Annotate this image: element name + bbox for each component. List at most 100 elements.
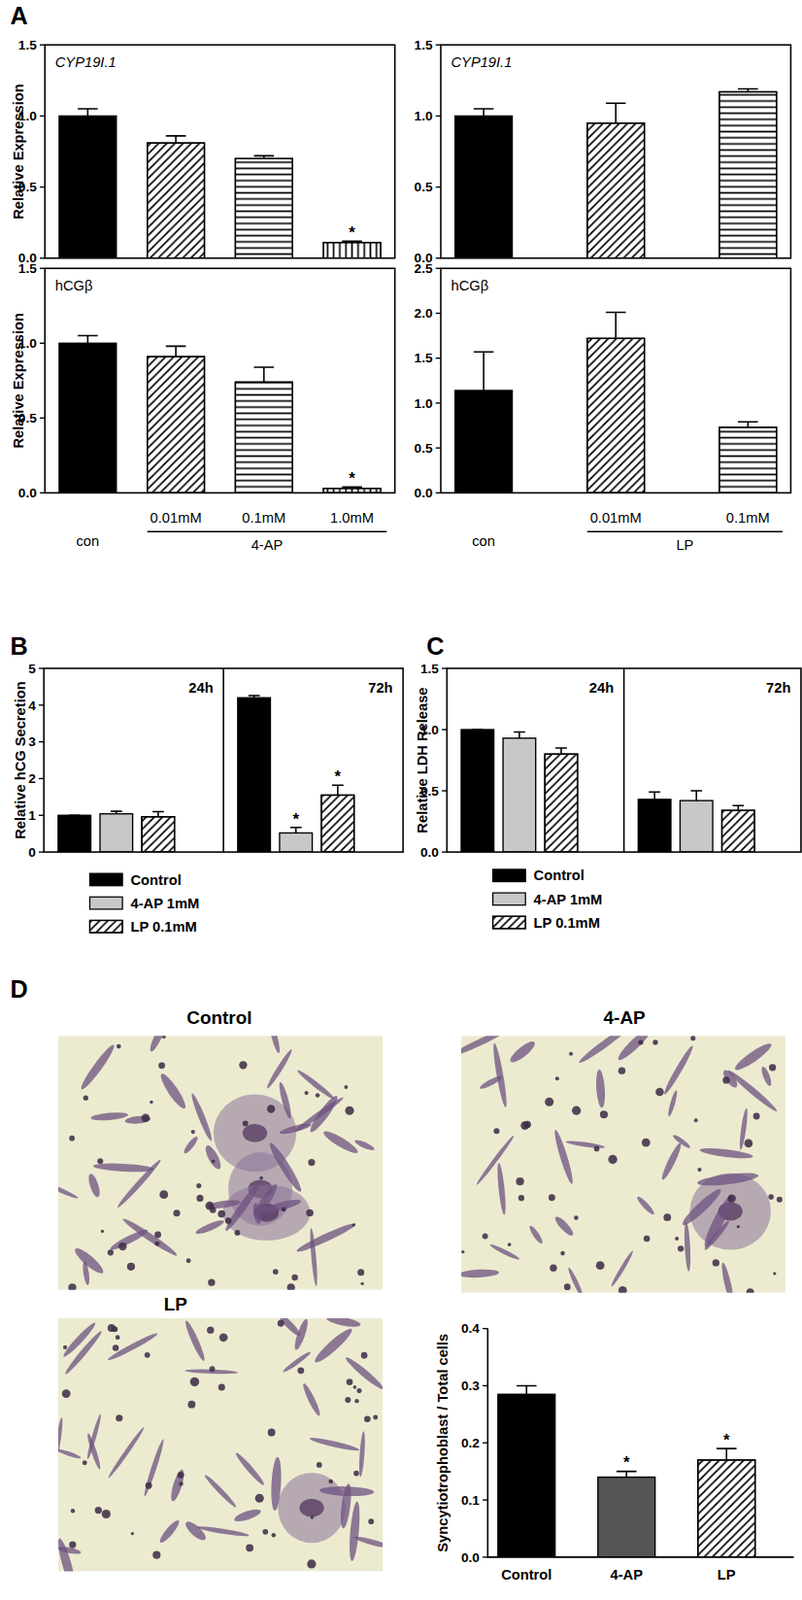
nucleus: [211, 1159, 216, 1164]
legend-label: LP 0.1mM: [534, 914, 601, 931]
cell: [115, 1157, 164, 1209]
y-tick: [38, 667, 44, 669]
cell: [659, 1140, 684, 1181]
y-tick: [39, 267, 45, 269]
nucleus: [746, 1287, 755, 1293]
bar-hatch: [544, 753, 578, 852]
nucleus: [344, 1105, 354, 1115]
y-tick: [482, 1555, 488, 1557]
micrograph-background: [58, 1035, 383, 1290]
y-tick: [435, 492, 441, 494]
cell: [697, 1169, 760, 1188]
plot-frame: [43, 668, 403, 852]
cell: [61, 1319, 98, 1358]
figure: *0.00.51.01.5Relative ExpressionCYP19I.1…: [0, 0, 802, 1600]
error-bar: [110, 810, 123, 814]
nucleus: [158, 1061, 166, 1069]
legend-swatch: [89, 872, 123, 886]
nucleus: [507, 1241, 512, 1246]
nucleus: [115, 1334, 121, 1339]
nucleus: [361, 1351, 368, 1359]
y-tick-label: 0.0: [18, 485, 37, 501]
y-tick: [435, 186, 441, 188]
error-bar: [332, 784, 344, 795]
cell: [259, 1196, 302, 1215]
nucleus: [131, 1531, 134, 1535]
micrograph: [461, 1035, 786, 1293]
background: [0, 0, 802, 1600]
cell: [295, 1219, 358, 1255]
nucleus: [674, 1236, 679, 1240]
bar: [323, 242, 381, 259]
nucleus: [515, 1176, 524, 1185]
legend-label: 4-AP 1mM: [131, 895, 201, 911]
y-tick-label: 0.0: [420, 844, 439, 860]
cell: [93, 1161, 155, 1172]
nucleus: [255, 1493, 265, 1503]
micrograph-background: [461, 1035, 786, 1293]
nucleus: [353, 1470, 360, 1476]
cell: [507, 1037, 538, 1066]
bar: [234, 381, 293, 493]
nucleus: [573, 1214, 579, 1220]
nucleus: [316, 1461, 323, 1468]
bar: [637, 799, 671, 852]
error-bar: [248, 695, 261, 698]
bar: [698, 1459, 756, 1557]
y-tick-label: 0.1: [461, 1492, 480, 1507]
cell: [308, 1435, 360, 1452]
bar: [141, 816, 175, 852]
cell: [157, 1517, 182, 1544]
nucleus: [177, 1470, 185, 1478]
plot-frame: [44, 267, 395, 493]
error-bar: [516, 1384, 537, 1394]
nucleus: [652, 1038, 658, 1044]
cell: [343, 1354, 383, 1392]
nucleus: [367, 1517, 374, 1524]
nucleus: [159, 1189, 168, 1199]
cell: [90, 1110, 129, 1122]
y-tick-label: 2: [28, 770, 36, 786]
nucleus: [112, 1343, 119, 1350]
y-tick-label: 2.5: [414, 261, 434, 276]
nucleus: [307, 1158, 315, 1166]
y-tick: [39, 186, 45, 188]
nucleus: [544, 1097, 554, 1106]
error-bar: [648, 791, 661, 800]
plot-frame: [44, 44, 395, 259]
cell: [281, 1349, 312, 1373]
y-tick: [39, 492, 45, 494]
panel-divider: [623, 668, 626, 852]
nucleus: [768, 1063, 776, 1070]
nucleus: [697, 1167, 702, 1171]
micrograph: [58, 1317, 383, 1571]
x-tick-label: con: [76, 533, 101, 549]
y-tick-label: 0.0: [461, 1549, 480, 1565]
y-axis-label: Syncytiotrophoblast / Total cells: [434, 1333, 451, 1552]
nucleus: [356, 1387, 362, 1393]
cell: [726, 1067, 779, 1113]
labels: **: [292, 767, 341, 828]
bar: [719, 92, 777, 259]
cell: [106, 1425, 146, 1479]
nucleus: [234, 1229, 241, 1236]
plot-title: CYP19I.1: [55, 54, 117, 70]
nucleus: [727, 1193, 736, 1202]
nucleus: [152, 1550, 161, 1559]
cell: [615, 1035, 656, 1063]
nucleus: [190, 1376, 200, 1386]
cell: [58, 1179, 79, 1200]
plot-title: hCGβ: [55, 277, 94, 294]
cell: [552, 1128, 576, 1185]
cell: [496, 1162, 508, 1215]
y-tick: [482, 1384, 488, 1386]
category-label: 72h: [766, 679, 791, 696]
nucleus: [259, 1175, 264, 1180]
nucleus: [107, 1323, 116, 1332]
labels: *: [348, 223, 356, 242]
nucleus: [346, 1377, 354, 1385]
bar: [234, 158, 293, 258]
nucleus: [523, 1120, 532, 1129]
error-bar: [605, 102, 627, 123]
nucleus: [238, 1060, 247, 1069]
